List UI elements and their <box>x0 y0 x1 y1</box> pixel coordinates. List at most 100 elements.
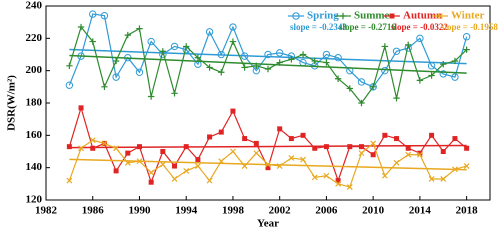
y-tick-label: 160 <box>26 129 43 141</box>
data-point <box>253 150 260 157</box>
x-tick-label: 2018 <box>456 205 479 217</box>
data-point <box>440 149 446 154</box>
data-point <box>392 47 401 55</box>
data-point <box>136 144 142 150</box>
data-point <box>405 145 411 151</box>
data-point <box>416 77 424 84</box>
x-tick-label: 2014 <box>409 205 432 217</box>
data-point <box>452 136 458 142</box>
data-point <box>416 151 423 158</box>
data-point <box>78 145 84 152</box>
data-point <box>66 62 73 70</box>
data-point <box>322 50 331 59</box>
data-point <box>346 85 353 92</box>
data-point <box>207 134 213 140</box>
data-point <box>358 144 364 150</box>
data-point <box>275 49 284 57</box>
data-point <box>405 41 412 48</box>
x-tick-label: 2006 <box>315 205 338 217</box>
y-tick-label: 240 <box>26 0 43 12</box>
data-point <box>112 73 120 81</box>
data-point <box>439 70 447 78</box>
legend-marker <box>292 12 300 20</box>
data-point <box>148 179 154 185</box>
data-point <box>183 167 190 174</box>
data-point <box>370 152 376 158</box>
data-point <box>205 28 214 36</box>
data-point <box>428 176 435 182</box>
data-point <box>112 57 120 65</box>
data-point <box>113 145 120 152</box>
data-point <box>334 75 342 82</box>
data-point <box>381 43 389 50</box>
data-point <box>101 140 108 147</box>
data-point <box>451 57 459 65</box>
data-point <box>206 64 213 71</box>
slope-label: slope = -0.2716 <box>339 22 396 32</box>
legend-label: Spring <box>307 10 339 22</box>
data-point <box>429 132 435 138</box>
data-point <box>276 163 283 169</box>
data-point <box>135 68 144 76</box>
data-point <box>334 54 342 62</box>
y-tick-label: 140 <box>26 161 43 173</box>
x-tick-label: 2010 <box>362 205 385 217</box>
data-point <box>288 155 295 161</box>
x-tick-label: 1990 <box>128 205 151 217</box>
data-point <box>242 136 248 142</box>
x-tick-label: 1982 <box>35 205 58 217</box>
data-point <box>451 73 459 81</box>
data-point <box>89 10 97 18</box>
data-point <box>346 184 353 190</box>
legend-label: Winter <box>451 10 485 22</box>
data-point <box>393 94 400 102</box>
data-point <box>276 59 283 66</box>
data-point <box>136 158 143 165</box>
data-point <box>416 34 424 43</box>
data-point <box>183 144 189 150</box>
slope-label: slope = -0.2343 <box>290 22 347 32</box>
data-point <box>125 150 131 156</box>
data-point <box>300 132 306 138</box>
data-point <box>253 62 260 70</box>
data-point <box>440 176 447 182</box>
data-point <box>323 59 330 66</box>
y-tick-label: 200 <box>26 64 43 76</box>
data-point <box>101 83 108 91</box>
data-point <box>464 145 470 151</box>
x-tick-label: 2002 <box>269 205 292 217</box>
trend-line <box>69 54 467 74</box>
chart: Year DSR(W/m²) 1982 1986 1990 1994 1998 2002 2… <box>6 0 499 230</box>
data-point <box>241 64 248 71</box>
data-point <box>335 180 342 187</box>
data-point <box>417 150 423 156</box>
data-point <box>230 108 236 114</box>
data-point <box>78 105 84 111</box>
data-point <box>440 61 447 68</box>
data-point <box>462 33 471 41</box>
data-point <box>264 50 272 59</box>
data-point <box>171 90 178 97</box>
x-axis-label: Year <box>257 218 279 230</box>
data-point <box>66 177 73 184</box>
data-point <box>299 51 307 58</box>
x-tick-label: 1998 <box>222 205 245 217</box>
data-point <box>124 31 131 39</box>
data-point <box>312 145 318 151</box>
data-point <box>147 37 155 46</box>
data-point <box>194 163 201 169</box>
data-point <box>265 165 271 171</box>
data-point <box>100 12 109 20</box>
y-tick-label: 180 <box>26 97 43 109</box>
data-point <box>240 52 249 60</box>
data-point <box>194 54 202 61</box>
data-point <box>89 137 96 144</box>
data-point <box>427 62 436 70</box>
data-point <box>241 163 248 169</box>
data-point <box>183 43 190 50</box>
data-point <box>277 126 283 132</box>
data-point <box>170 42 179 51</box>
data-point <box>393 159 400 166</box>
data-point <box>264 65 272 73</box>
series-line <box>68 13 468 88</box>
